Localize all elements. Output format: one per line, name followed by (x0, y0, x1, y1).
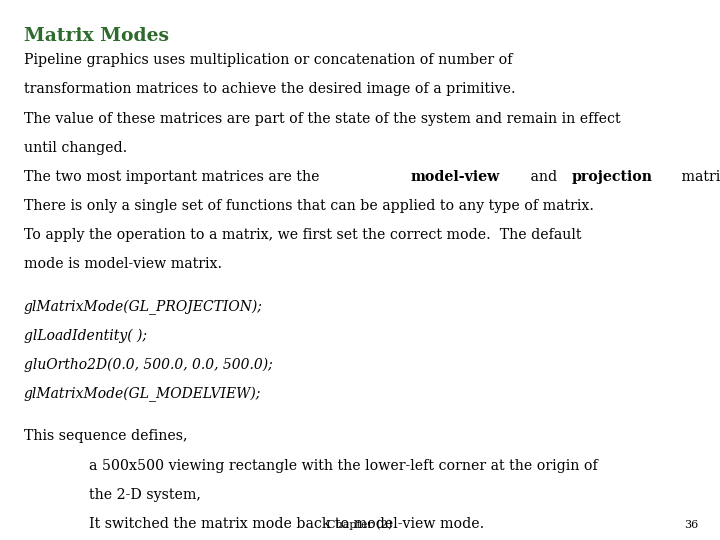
Text: a 500x500 viewing rectangle with the lower-left corner at the origin of: a 500x500 viewing rectangle with the low… (89, 458, 598, 472)
Text: The two most important matrices are the: The two most important matrices are the (24, 170, 324, 184)
Text: matrices.: matrices. (677, 170, 720, 184)
Text: projection: projection (572, 170, 653, 184)
Text: This sequence defines,: This sequence defines, (24, 429, 187, 443)
Text: Matrix Modes: Matrix Modes (24, 27, 168, 45)
Text: Chapter (2): Chapter (2) (328, 519, 392, 530)
Text: the 2-D system,: the 2-D system, (89, 488, 200, 502)
Text: The value of these matrices are part of the state of the system and remain in ef: The value of these matrices are part of … (24, 112, 621, 126)
Text: It switched the matrix mode back to model-view mode.: It switched the matrix mode back to mode… (89, 517, 484, 531)
Text: 36: 36 (684, 520, 698, 530)
Text: and: and (526, 170, 562, 184)
Text: model-view: model-view (411, 170, 500, 184)
Text: glLoadIdentity( );: glLoadIdentity( ); (24, 329, 147, 343)
Text: glMatrixMode(GL_MODELVIEW);: glMatrixMode(GL_MODELVIEW); (24, 387, 261, 402)
Text: glMatrixMode(GL_PROJECTION);: glMatrixMode(GL_PROJECTION); (24, 300, 263, 315)
Text: gluOrtho2D(0.0, 500.0, 0.0, 500.0);: gluOrtho2D(0.0, 500.0, 0.0, 500.0); (24, 358, 272, 373)
Text: There is only a single set of functions that can be applied to any type of matri: There is only a single set of functions … (24, 199, 594, 213)
Text: To apply the operation to a matrix, we first set the correct mode.  The default: To apply the operation to a matrix, we f… (24, 228, 581, 242)
Text: until changed.: until changed. (24, 141, 127, 155)
Text: mode is model-view matrix.: mode is model-view matrix. (24, 258, 222, 272)
Text: transformation matrices to achieve the desired image of a primitive.: transformation matrices to achieve the d… (24, 83, 516, 97)
Text: Pipeline graphics uses multiplication or concatenation of number of: Pipeline graphics uses multiplication or… (24, 53, 512, 68)
